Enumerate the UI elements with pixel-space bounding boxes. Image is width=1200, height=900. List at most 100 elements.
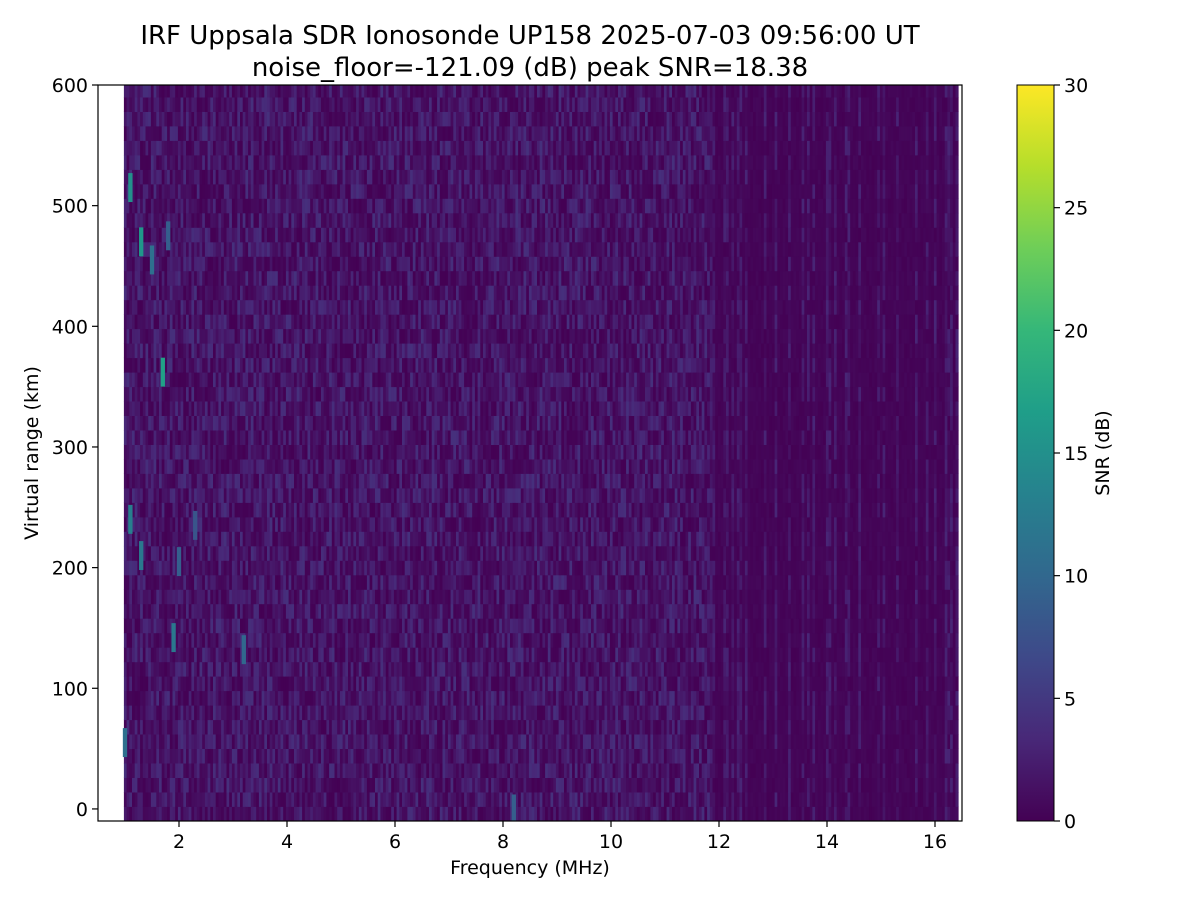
heatmap-cell bbox=[339, 212, 343, 228]
heatmap-cell bbox=[221, 705, 225, 721]
heatmap-cell bbox=[380, 328, 384, 344]
heatmap-cell bbox=[329, 560, 333, 576]
heatmap-cell bbox=[240, 183, 244, 199]
heatmap-cell bbox=[350, 155, 354, 170]
heatmap-cell bbox=[148, 444, 152, 460]
heatmap-cell bbox=[312, 661, 316, 677]
heatmap-cell bbox=[175, 502, 179, 518]
heatmap-cell bbox=[183, 85, 187, 98]
heatmap-cell bbox=[223, 632, 227, 648]
heatmap-cell bbox=[302, 748, 306, 764]
heatmap-cell bbox=[207, 531, 211, 547]
heatmap-cell bbox=[215, 473, 219, 489]
heatmap-cell bbox=[302, 328, 306, 344]
heatmap-cell bbox=[310, 285, 314, 301]
heatmap-cell bbox=[202, 632, 206, 648]
heatmap-cell bbox=[204, 256, 208, 272]
heatmap-cell bbox=[326, 270, 330, 286]
heatmap-cell bbox=[177, 270, 181, 286]
heatmap-cell bbox=[310, 488, 314, 503]
heatmap-cell bbox=[296, 126, 300, 141]
heatmap-cell bbox=[366, 140, 370, 156]
heatmap-cell bbox=[169, 357, 173, 373]
heatmap-cell bbox=[350, 343, 354, 359]
heatmap-cell bbox=[223, 719, 227, 735]
heatmap-cell bbox=[164, 589, 168, 605]
heatmap-cell bbox=[312, 415, 316, 431]
heatmap-cell bbox=[321, 792, 325, 807]
heatmap-cell bbox=[129, 748, 133, 764]
heatmap-cell bbox=[318, 589, 322, 605]
heatmap-cell bbox=[123, 85, 127, 98]
heatmap-cell bbox=[326, 545, 330, 561]
heatmap-cell bbox=[250, 85, 254, 98]
heatmap-cell bbox=[372, 516, 376, 532]
heatmap-cell bbox=[272, 372, 276, 388]
heatmap-cell bbox=[364, 734, 368, 749]
heatmap-cell bbox=[321, 111, 325, 127]
heatmap-cell bbox=[156, 531, 160, 547]
heatmap-cell bbox=[132, 140, 136, 156]
heatmap-cell bbox=[269, 401, 273, 416]
heatmap-cell bbox=[142, 748, 146, 764]
heatmap-cell bbox=[356, 328, 360, 344]
heatmap-cell bbox=[248, 488, 252, 503]
heatmap-cell bbox=[288, 285, 292, 301]
heatmap-cell bbox=[323, 488, 327, 503]
heatmap-cell bbox=[348, 574, 352, 590]
heatmap-cell bbox=[339, 792, 343, 807]
heatmap-cell bbox=[283, 705, 287, 721]
heatmap-cell bbox=[132, 777, 136, 793]
heatmap-cell bbox=[323, 299, 327, 315]
heatmap-cell bbox=[369, 763, 373, 778]
heatmap-cell bbox=[248, 212, 252, 228]
heatmap-cell bbox=[164, 574, 168, 590]
heatmap-cell bbox=[202, 169, 206, 185]
heatmap-cell bbox=[299, 256, 303, 272]
heatmap-cell bbox=[385, 777, 389, 793]
heatmap-cell bbox=[207, 328, 211, 344]
heatmap-cell bbox=[180, 169, 184, 185]
heatmap-cell bbox=[191, 792, 195, 807]
heatmap-cell bbox=[140, 748, 144, 764]
heatmap-cell bbox=[172, 285, 176, 301]
heatmap-cell bbox=[323, 386, 327, 402]
heatmap-cell bbox=[183, 459, 187, 474]
heatmap-cell bbox=[312, 155, 316, 170]
heatmap-cell bbox=[321, 169, 325, 185]
heatmap-cell bbox=[350, 256, 354, 272]
heatmap-cell bbox=[277, 328, 281, 344]
heatmap-cell bbox=[288, 603, 292, 619]
heatmap-cell bbox=[348, 705, 352, 721]
heatmap-cell bbox=[356, 632, 360, 648]
heatmap-cell bbox=[159, 734, 163, 749]
heatmap-cell bbox=[183, 763, 187, 778]
heatmap-cell bbox=[383, 734, 387, 749]
heatmap-cell bbox=[267, 806, 271, 821]
heatmap-cell bbox=[321, 516, 325, 532]
heatmap-cell bbox=[337, 372, 341, 388]
heatmap-cell bbox=[234, 516, 238, 532]
heatmap-cell bbox=[364, 603, 368, 619]
heatmap-cell bbox=[210, 227, 214, 243]
heatmap-cell bbox=[315, 111, 319, 127]
heatmap-cell bbox=[385, 748, 389, 764]
heatmap-cell bbox=[285, 661, 289, 677]
heatmap-cell bbox=[132, 401, 136, 416]
heatmap-cell bbox=[213, 169, 217, 185]
heatmap-cell bbox=[348, 676, 352, 692]
heatmap-cell bbox=[315, 531, 319, 547]
heatmap-cell bbox=[226, 502, 230, 518]
heatmap-cell bbox=[285, 560, 289, 576]
heatmap-cell bbox=[385, 314, 389, 330]
heatmap-cell bbox=[383, 111, 387, 127]
heatmap-cell bbox=[202, 690, 206, 706]
heatmap-cell bbox=[337, 560, 341, 576]
heatmap-cell bbox=[129, 430, 133, 445]
heatmap-cell bbox=[385, 705, 389, 721]
heatmap-cell bbox=[366, 734, 370, 749]
heatmap-cell bbox=[315, 299, 319, 315]
heatmap-cell bbox=[175, 126, 179, 141]
heatmap-cell bbox=[294, 618, 298, 634]
heatmap-cell bbox=[150, 545, 154, 561]
